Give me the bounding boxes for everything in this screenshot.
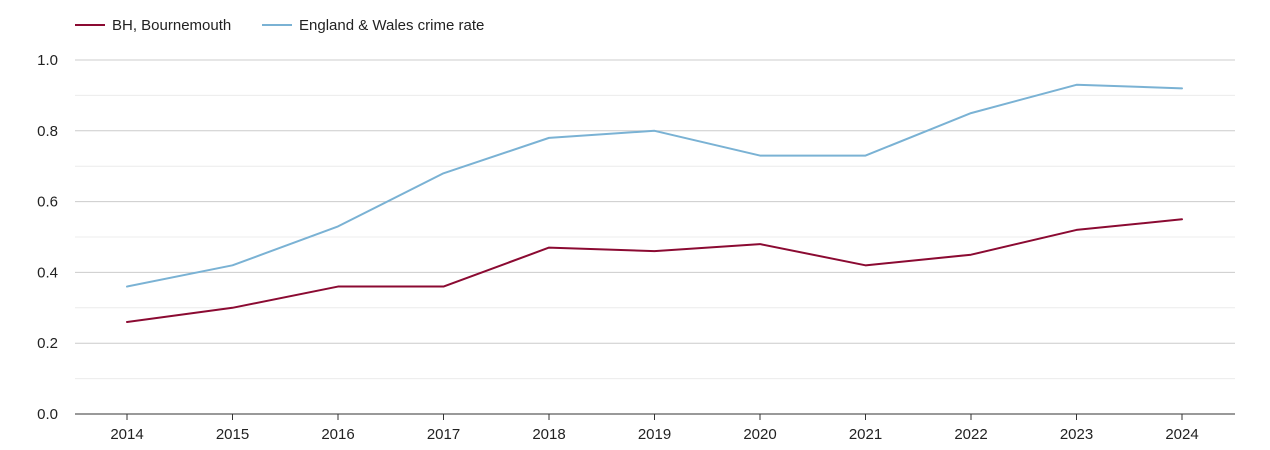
y-tick-label: 0.4 — [37, 264, 58, 281]
x-tick-label: 2021 — [849, 426, 882, 443]
legend-label: BH, Bournemouth — [112, 17, 231, 34]
x-tick-label: 2019 — [638, 426, 671, 443]
x-tick-label: 2024 — [1165, 426, 1198, 443]
x-tick-label: 2022 — [954, 426, 987, 443]
x-tick-label: 2017 — [427, 426, 460, 443]
y-tick-label: 0.2 — [37, 335, 58, 352]
legend-label: England & Wales crime rate — [299, 17, 484, 34]
axes: 0.0 0.2 0.4 0.6 0.8 1.0 2014 2015 2016 2017 2018 20… — [37, 52, 1235, 443]
series-line — [126, 218, 1183, 323]
y-tick-label: 0.0 — [37, 406, 58, 423]
y-tick-label: 0.8 — [37, 123, 58, 140]
y-tick-label: 1.0 — [37, 52, 58, 69]
y-tick-label: 0.6 — [37, 194, 58, 211]
legend: BH, Bournemouth England & Wales crime rat… — [75, 17, 484, 34]
x-tick-label: 2020 — [743, 426, 776, 443]
x-tick-label: 2018 — [532, 426, 565, 443]
x-tick-label: 2016 — [321, 426, 354, 443]
x-tick-label: 2015 — [216, 426, 249, 443]
series-lines — [126, 83, 1183, 323]
x-tick-label: 2014 — [110, 426, 143, 443]
x-tick-label: 2023 — [1060, 426, 1093, 443]
series-line — [126, 83, 1183, 288]
grid-lines — [75, 59, 1235, 380]
